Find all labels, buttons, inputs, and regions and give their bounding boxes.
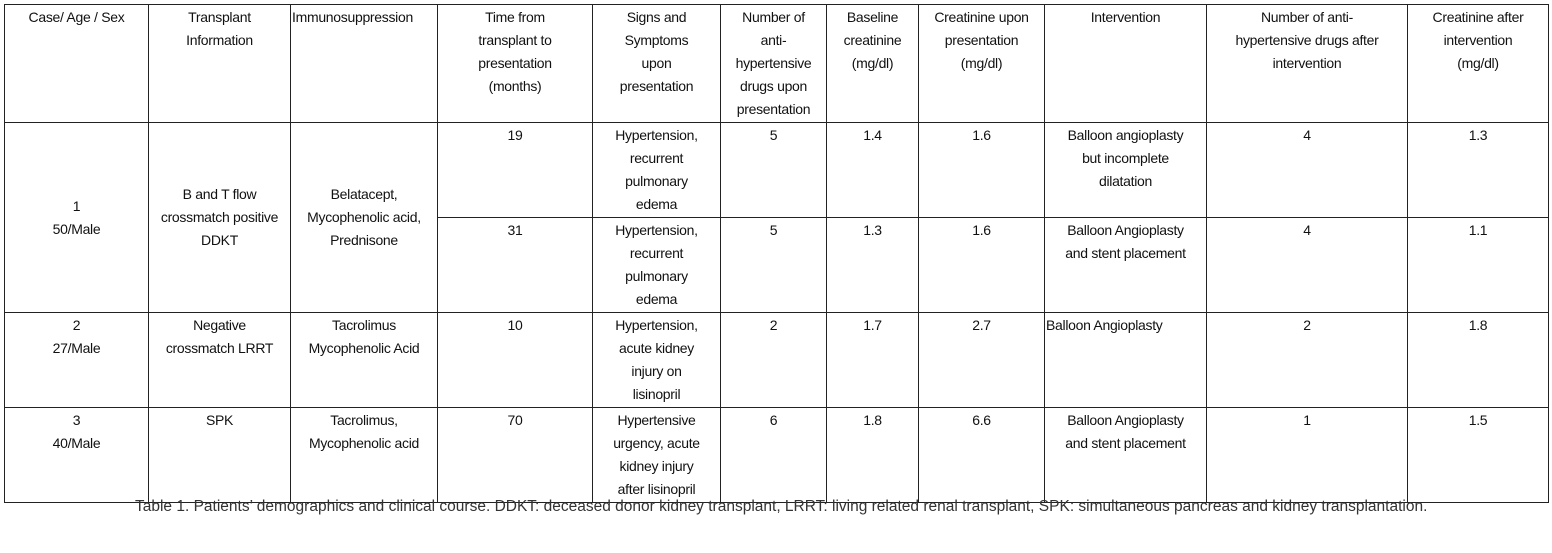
case-cell: 3 40/Male [4,407,149,503]
baseline-cell: 1.3 [826,217,919,313]
table-caption: Table 1. Patients’ demographics and clin… [135,498,1428,515]
table-row: 2 27/Male Negative crossmatch LRRT Tacro… [4,312,1549,408]
baseline-cell: 1.4 [826,122,919,218]
drugs-after-cell: 1 [1206,407,1408,503]
header-time: Time from transplant to presentation (mo… [437,4,593,123]
drugs-before-cell: 2 [720,312,827,408]
creat-pres-cell: 1.6 [918,122,1045,218]
creat-after-cell: 1.8 [1407,312,1549,408]
drugs-after-cell: 2 [1206,312,1408,408]
header-drugs-after: Number of anti- hypertensive drugs after… [1206,4,1408,123]
creat-after-cell: 1.1 [1407,217,1549,313]
immuno-cell: Tacrolimus Mycophenolic Acid [290,312,438,408]
creat-after-cell: 1.5 [1407,407,1549,503]
signs-cell: Hypertensive urgency, acute kidney injur… [592,407,721,503]
header-intervention: Intervention [1044,4,1207,123]
header-creat-presentation: Creatinine upon presentation (mg/dl) [918,4,1045,123]
immuno-cell: Belatacept, Mycophenolic acid, Prednison… [290,122,438,313]
baseline-cell: 1.8 [826,407,919,503]
creat-pres-cell: 2.7 [918,312,1045,408]
header-creat-after: Creatinine after intervention (mg/dl) [1407,4,1549,123]
patients-table: Case/ Age / Sex Transplant Information I… [4,4,1549,503]
header-drugs-before: Number of anti- hypertensive drugs upon … [720,4,827,123]
intervention-cell: Balloon angioplasty but incomplete dilat… [1044,122,1207,218]
header-case: Case/ Age / Sex [4,4,149,123]
transplant-cell: B and T flow crossmatch positive DDKT [148,122,291,313]
table-row: 1 50/Male B and T flow crossmatch positi… [4,122,1549,313]
header-row: Case/ Age / Sex Transplant Information I… [4,4,1549,123]
drugs-before-cell: 5 [720,122,827,218]
transplant-cell: Negative crossmatch LRRT [148,312,291,408]
header-signs: Signs and Symptoms upon presentation [592,4,721,123]
time-cell: 31 [437,217,593,313]
intervention-cell: Balloon Angioplasty and stent placement [1044,407,1207,503]
drugs-after-cell: 4 [1206,122,1408,218]
time-cell: 10 [437,312,593,408]
intervention-cell: Balloon Angioplasty [1044,312,1207,408]
immuno-cell: Tacrolimus, Mycophenolic acid [290,407,438,503]
table-row: 31 Hypertension, recurrent pulmonary ede… [5,217,1549,313]
header-immunosuppression: Immunosuppression [290,4,438,123]
case-cell: 2 27/Male [4,312,149,408]
drugs-before-cell: 6 [720,407,827,503]
creat-after-cell: 1.3 [1407,122,1549,218]
signs-cell: Hypertension, recurrent pulmonary edema [592,122,721,218]
time-cell: 19 [437,122,593,218]
header-transplant: Transplant Information [148,4,291,123]
case-cell: 1 50/Male [4,122,149,313]
drugs-before-cell: 5 [720,217,827,313]
creat-pres-cell: 6.6 [918,407,1045,503]
baseline-cell: 1.7 [826,312,919,408]
header-baseline: Baseline creatinine (mg/dl) [826,4,919,123]
signs-cell: Hypertension, acute kidney injury on lis… [592,312,721,408]
drugs-after-cell: 4 [1206,217,1408,313]
signs-cell: Hypertension, recurrent pulmonary edema [592,217,721,313]
creat-pres-cell: 1.6 [918,217,1045,313]
transplant-cell: SPK [148,407,291,503]
table-row: 3 40/Male SPK Tacrolimus, Mycophenolic a… [4,407,1549,503]
intervention-cell: Balloon Angioplasty and stent placement [1044,217,1207,313]
time-cell: 70 [437,407,593,503]
